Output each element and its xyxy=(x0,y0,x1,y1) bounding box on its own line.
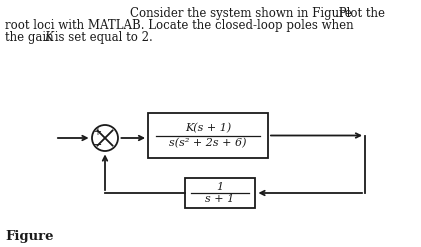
Text: s(s² + 2s + 6): s(s² + 2s + 6) xyxy=(169,138,247,148)
Text: Consider the system shown in Figure: Consider the system shown in Figure xyxy=(130,7,352,20)
Text: K(s + 1): K(s + 1) xyxy=(185,123,231,133)
Text: −: − xyxy=(93,140,102,150)
Text: s + 1: s + 1 xyxy=(205,194,234,204)
Text: Figure: Figure xyxy=(5,230,53,243)
Text: .Plot the: .Plot the xyxy=(335,7,385,20)
Text: the gain: the gain xyxy=(5,31,57,44)
Text: root loci with MATLAB. Locate the closed-loop poles when: root loci with MATLAB. Locate the closed… xyxy=(5,19,354,32)
Text: 1: 1 xyxy=(216,182,224,192)
Bar xyxy=(185,178,255,208)
Text: K: K xyxy=(44,31,53,44)
Text: is set equal to 2.: is set equal to 2. xyxy=(51,31,153,44)
Text: +: + xyxy=(93,127,101,137)
Bar xyxy=(148,113,268,158)
